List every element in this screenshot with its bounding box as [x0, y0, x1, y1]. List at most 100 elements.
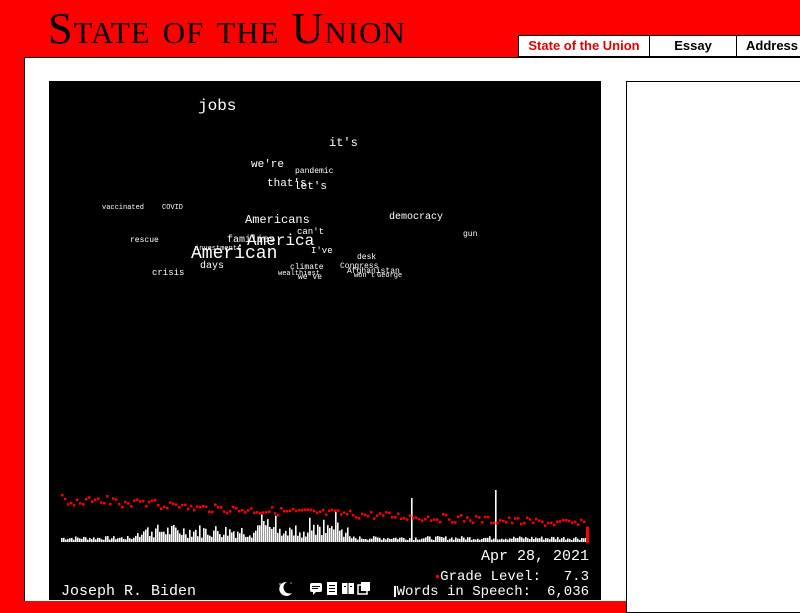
timeline-bar	[557, 537, 559, 542]
word-cloud-word[interactable]: wealthiest	[278, 270, 321, 278]
word-cloud-word[interactable]: American	[191, 244, 278, 264]
timeline-bar	[551, 536, 553, 542]
word-cloud-word[interactable]: gun	[463, 230, 478, 239]
word-cloud-word[interactable]: let's	[294, 181, 328, 193]
timeline-bar	[535, 537, 537, 542]
timeline-dot	[115, 498, 118, 501]
timeline-dot	[358, 517, 361, 520]
word-cloud-word[interactable]: COVID	[162, 204, 184, 212]
timeline-bar	[359, 536, 361, 542]
timeline-dot	[436, 518, 439, 521]
word-cloud-word[interactable]: Congress	[340, 262, 379, 271]
timeline-dot	[430, 519, 433, 522]
tab-state-of-the-union[interactable]: State of the Union	[518, 35, 650, 57]
timeline-dot	[547, 521, 550, 525]
words-in-speech-value: 6,036	[546, 584, 589, 600]
word-cloud-word[interactable]: that's	[267, 178, 307, 190]
timeline-bar	[517, 537, 519, 542]
timeline-dot	[136, 498, 139, 501]
word-cloud-word[interactable]: it's	[329, 136, 358, 150]
timeline-dot	[232, 505, 235, 509]
word-cloud-word[interactable]: George	[377, 272, 403, 280]
word-cloud-word[interactable]: Americans	[245, 213, 310, 227]
timeline-bar	[555, 539, 557, 542]
timeline-dot	[388, 511, 391, 515]
timeline-dot	[349, 509, 352, 513]
timeline-bar	[213, 530, 215, 542]
word-cloud-word[interactable]: can't	[297, 227, 325, 237]
timeline-bar	[99, 538, 101, 542]
word-cloud-word[interactable]: Afghanistan	[347, 267, 400, 276]
nav-tabs: State of the Union Essay Address	[518, 35, 800, 57]
timeline-dot	[526, 516, 529, 519]
timeline-bar	[375, 536, 377, 542]
timeline-bar	[539, 538, 541, 542]
timeline-bar	[169, 534, 171, 542]
timeline-bar	[119, 537, 121, 542]
timeline-bar	[215, 526, 217, 542]
timeline-bar	[209, 535, 211, 542]
timeline-dot	[346, 513, 349, 516]
timeline-bar	[329, 528, 331, 542]
timeline-dot	[559, 520, 562, 523]
speech-timeline[interactable]	[49, 81, 601, 600]
timeline-dot	[499, 519, 502, 522]
timeline-bar	[127, 536, 129, 542]
word-cloud-word[interactable]: crisis	[152, 268, 185, 278]
timeline-bar	[95, 539, 97, 542]
word-cloud-word[interactable]: we're	[251, 159, 285, 171]
timeline-bar	[483, 538, 485, 542]
timeline-bar	[277, 532, 279, 542]
book-icon[interactable]	[341, 581, 355, 596]
timeline-bar	[355, 538, 357, 542]
timeline-dot	[268, 510, 271, 513]
word-cloud-word[interactable]: won't	[354, 272, 376, 280]
timeline-bar	[353, 536, 355, 542]
word-cloud-word[interactable]: rescue	[130, 236, 159, 245]
word-cloud-word[interactable]: democracy	[389, 212, 444, 223]
timeline-bar	[235, 537, 237, 542]
word-cloud-word[interactable]: we've	[298, 273, 323, 282]
word-cloud-word[interactable]: investments	[195, 245, 242, 253]
timeline-bar	[145, 529, 147, 542]
moon-icon[interactable]	[276, 581, 294, 597]
word-cloud-word[interactable]: climate	[290, 263, 324, 272]
timeline-bar	[315, 534, 317, 542]
document-icon[interactable]	[325, 581, 339, 596]
timeline-dot	[193, 508, 196, 512]
word-cloud-word[interactable]: vaccinated	[102, 204, 145, 212]
timeline-bar	[221, 537, 223, 542]
word-cloud-word[interactable]: families	[227, 235, 276, 246]
timeline-bar	[289, 527, 291, 542]
speech-bubble-icon[interactable]	[309, 581, 323, 596]
timeline-bar	[107, 536, 109, 542]
timeline-current-marker[interactable]	[586, 527, 589, 543]
gallery-icon[interactable]	[357, 581, 371, 596]
timeline-bar	[63, 537, 65, 542]
timeline-bar	[105, 536, 107, 542]
timeline-bar	[77, 537, 79, 542]
tab-essay[interactable]: Essay	[649, 35, 737, 57]
timeline-bar	[437, 536, 439, 542]
word-cloud-word[interactable]: jobs	[198, 97, 237, 115]
tab-address[interactable]: Address	[736, 35, 800, 57]
word-cloud-word[interactable]: days	[200, 261, 225, 272]
timeline-dot	[463, 520, 466, 523]
timeline-bar	[357, 539, 359, 542]
word-cloud-word[interactable]: desk	[357, 253, 377, 262]
word-cloud-word[interactable]: pandemic	[295, 167, 334, 176]
word-cloud-word[interactable]: America	[247, 232, 315, 250]
timeline-bar	[405, 539, 407, 542]
timeline-dot	[310, 508, 313, 512]
timeline-bar	[527, 538, 529, 542]
timeline-bar	[397, 539, 399, 542]
timeline-dot	[487, 515, 490, 519]
word-cloud-word[interactable]: I've	[311, 246, 333, 256]
timeline-bar	[525, 537, 527, 542]
timeline-bar	[185, 534, 187, 542]
timeline-dot	[301, 508, 304, 512]
timeline-dot	[439, 520, 442, 524]
timeline-dot	[217, 506, 220, 509]
timeline-bar	[467, 537, 469, 542]
timeline-dot	[337, 509, 340, 512]
